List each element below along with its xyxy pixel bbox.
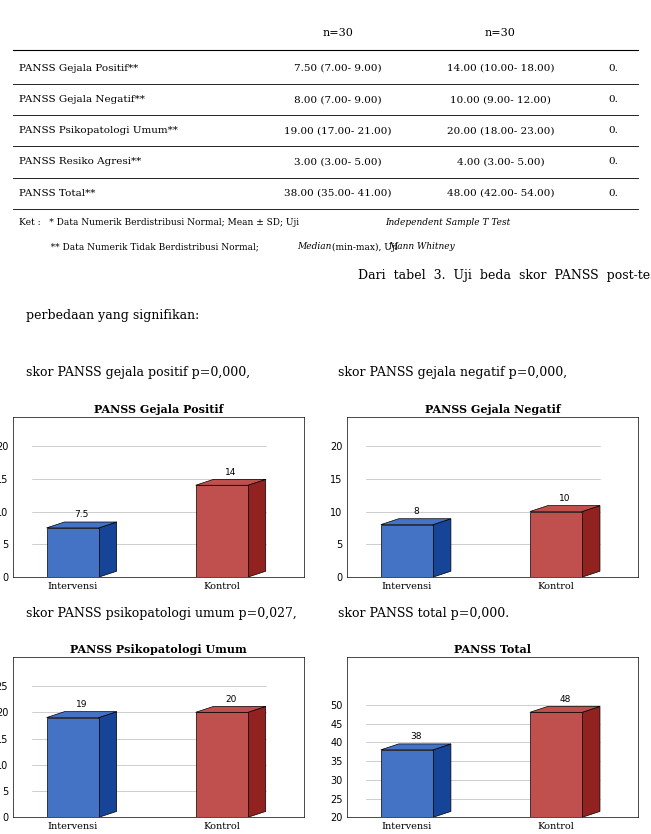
Polygon shape — [582, 706, 600, 817]
Text: skor PANSS total p=0,000.: skor PANSS total p=0,000. — [338, 606, 509, 620]
Text: PANSS Gejala Positif**: PANSS Gejala Positif** — [20, 64, 139, 73]
Text: perbedaan yang signifikan:: perbedaan yang signifikan: — [25, 309, 199, 322]
Text: 7.5: 7.5 — [74, 510, 89, 520]
Text: Mann Whitney: Mann Whitney — [388, 243, 455, 252]
Polygon shape — [47, 522, 117, 528]
Title: PANSS Gejala Positif: PANSS Gejala Positif — [94, 404, 223, 414]
Text: (min-max), Uji: (min-max), Uji — [329, 243, 400, 252]
Text: 8: 8 — [413, 507, 419, 516]
Text: Ket :   * Data Numerik Berdistribusi Normal; Mean ± SD; Uji: Ket : * Data Numerik Berdistribusi Norma… — [20, 219, 302, 228]
FancyBboxPatch shape — [381, 525, 433, 577]
Polygon shape — [381, 519, 451, 525]
Text: 38.00 (35.00- 41.00): 38.00 (35.00- 41.00) — [284, 188, 392, 198]
Polygon shape — [530, 706, 600, 712]
Text: 14.00 (10.00- 18.00): 14.00 (10.00- 18.00) — [447, 64, 554, 73]
Title: PANSS Total: PANSS Total — [454, 644, 531, 655]
Title: PANSS Gejala Negatif: PANSS Gejala Negatif — [425, 404, 561, 414]
Title: PANSS Psikopatologi Umum: PANSS Psikopatologi Umum — [70, 644, 247, 655]
FancyBboxPatch shape — [381, 750, 433, 817]
Text: 48: 48 — [559, 695, 571, 704]
Polygon shape — [99, 522, 117, 577]
Polygon shape — [248, 480, 266, 577]
Text: 48.00 (42.00- 54.00): 48.00 (42.00- 54.00) — [447, 188, 554, 198]
Text: n=30: n=30 — [322, 28, 353, 38]
Text: 7.50 (7.00- 9.00): 7.50 (7.00- 9.00) — [294, 64, 382, 73]
Text: Independent Sample T Test: Independent Sample T Test — [385, 219, 510, 228]
Text: 4.00 (3.00- 5.00): 4.00 (3.00- 5.00) — [456, 158, 544, 167]
Text: PANSS Total**: PANSS Total** — [20, 188, 96, 198]
Text: 0.: 0. — [608, 158, 618, 167]
Text: 10: 10 — [559, 494, 571, 503]
Polygon shape — [248, 706, 266, 817]
FancyBboxPatch shape — [196, 485, 248, 577]
Polygon shape — [99, 711, 117, 817]
Text: 20.00 (18.00- 23.00): 20.00 (18.00- 23.00) — [447, 126, 554, 135]
Text: 19: 19 — [76, 700, 87, 709]
Text: 0.: 0. — [608, 188, 618, 198]
Text: PANSS Psikopatologi Umum**: PANSS Psikopatologi Umum** — [20, 126, 178, 135]
Polygon shape — [47, 711, 117, 717]
FancyBboxPatch shape — [530, 511, 582, 577]
Text: 10.00 (9.00- 12.00): 10.00 (9.00- 12.00) — [450, 95, 551, 104]
FancyBboxPatch shape — [47, 717, 99, 817]
Text: 19.00 (17.00- 21.00): 19.00 (17.00- 21.00) — [284, 126, 392, 135]
Text: skor PANSS psikopatologi umum p=0,027,: skor PANSS psikopatologi umum p=0,027, — [25, 606, 296, 620]
Text: 38: 38 — [410, 732, 422, 741]
Text: skor PANSS gejala negatif p=0,000,: skor PANSS gejala negatif p=0,000, — [338, 366, 567, 379]
Polygon shape — [433, 744, 451, 817]
FancyBboxPatch shape — [196, 712, 248, 817]
Text: 3.00 (3.00- 5.00): 3.00 (3.00- 5.00) — [294, 158, 382, 167]
Text: 8.00 (7.00- 9.00): 8.00 (7.00- 9.00) — [294, 95, 382, 104]
Text: 0.: 0. — [608, 64, 618, 73]
Polygon shape — [196, 480, 266, 485]
Text: ** Data Numerik Tidak Berdistribusi Normal;: ** Data Numerik Tidak Berdistribusi Norm… — [20, 243, 262, 252]
Text: 20: 20 — [225, 695, 236, 704]
FancyBboxPatch shape — [47, 528, 99, 577]
Polygon shape — [196, 706, 266, 712]
FancyBboxPatch shape — [530, 712, 582, 817]
Polygon shape — [433, 519, 451, 577]
Text: 0.: 0. — [608, 95, 618, 104]
Polygon shape — [381, 744, 451, 750]
Polygon shape — [582, 505, 600, 577]
Text: Median: Median — [298, 243, 332, 252]
Text: Dari  tabel  3.  Uji  beda  skor  PANSS  post-tes  terlihat  bahwa  terdapat: Dari tabel 3. Uji beda skor PANSS post-t… — [326, 269, 651, 282]
Text: 0.: 0. — [608, 126, 618, 135]
Polygon shape — [530, 505, 600, 511]
Text: PANSS Resiko Agresi**: PANSS Resiko Agresi** — [20, 158, 141, 167]
Text: 14: 14 — [225, 468, 236, 477]
Text: PANSS Gejala Negatif**: PANSS Gejala Negatif** — [20, 95, 145, 104]
Text: n=30: n=30 — [485, 28, 516, 38]
Text: skor PANSS gejala positif p=0,000,: skor PANSS gejala positif p=0,000, — [25, 366, 249, 379]
